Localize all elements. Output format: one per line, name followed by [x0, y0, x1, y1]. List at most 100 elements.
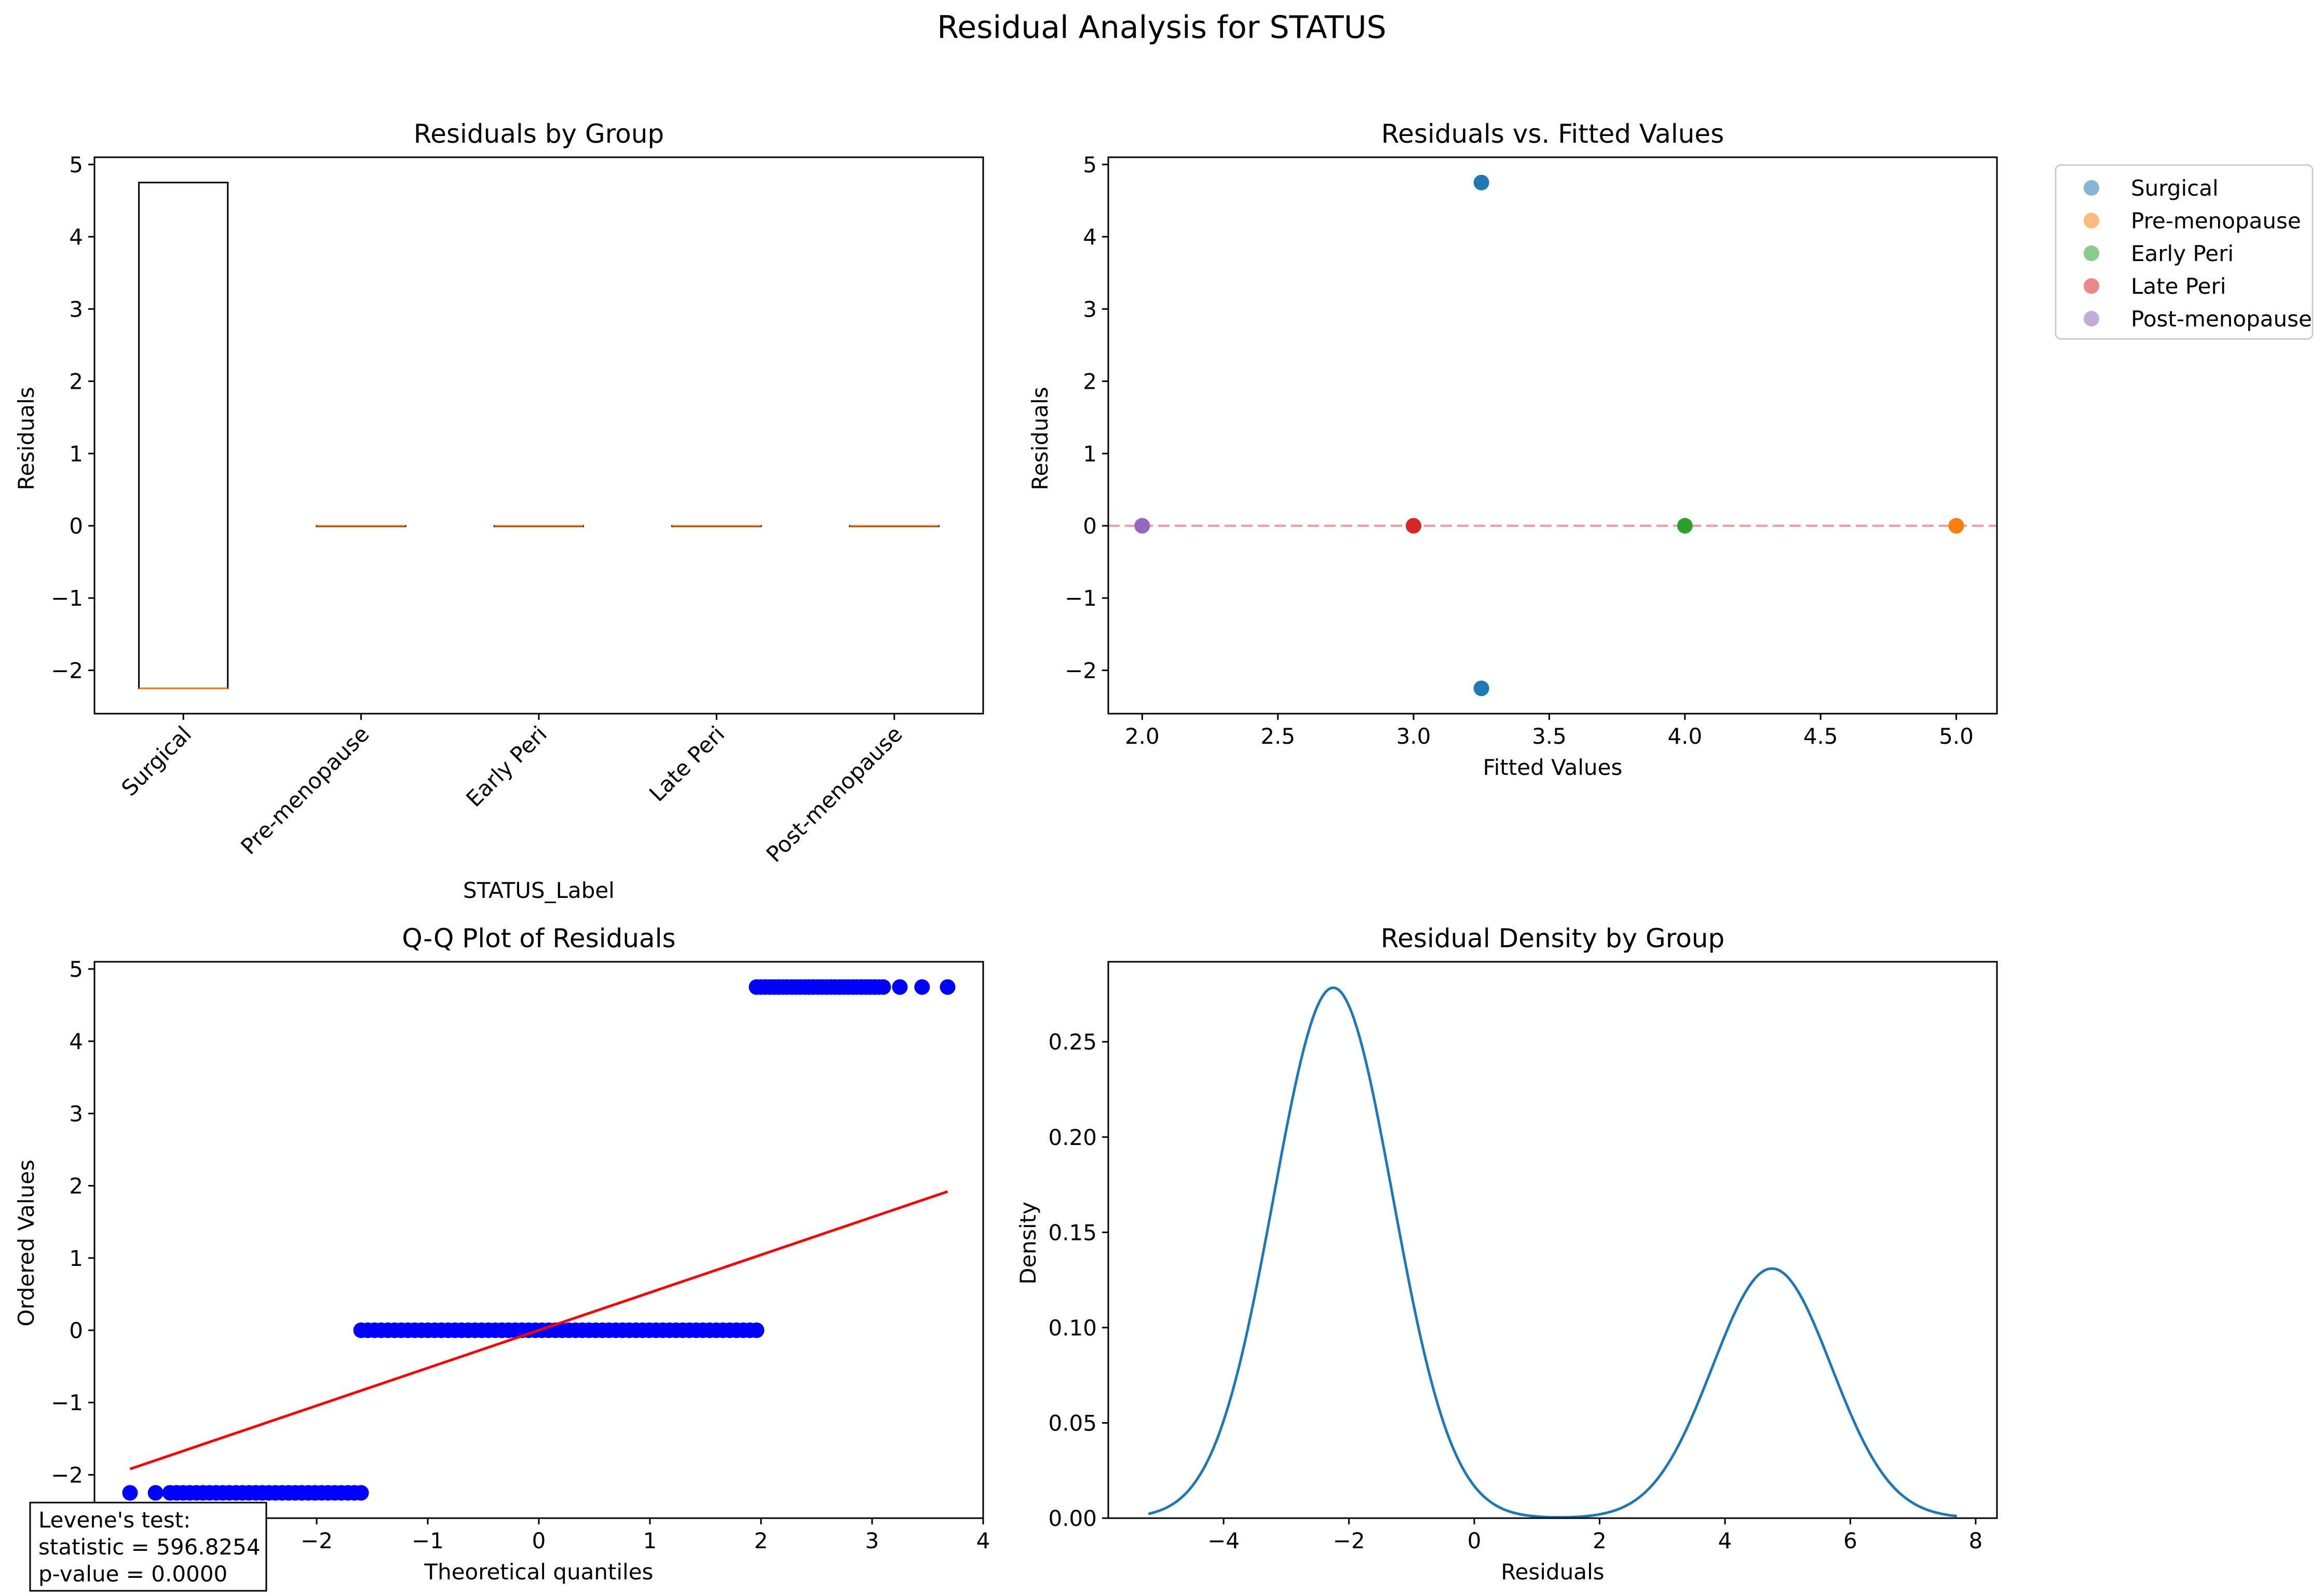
panel-qq-plot: Q-Q Plot of Residuals Theoretical quanti…: [13, 923, 990, 1592]
y-tick-label: 0: [69, 513, 83, 539]
qq-point: [353, 1485, 369, 1501]
y-tick-label: −2: [51, 658, 83, 683]
x-tick-label: 3.0: [1396, 724, 1431, 749]
x-tick-label: 3: [865, 1528, 879, 1553]
point-post-menopause-1: [1134, 518, 1150, 534]
y-tick-label: 0.00: [1048, 1506, 1097, 1531]
x-tick-label: 2.5: [1260, 724, 1295, 749]
y-tick-label: −2: [51, 1462, 83, 1488]
panel-title: Residuals by Group: [414, 119, 664, 149]
point-surgical-1: [1473, 174, 1489, 190]
x-tick-label: 4: [1718, 1528, 1732, 1553]
x-tick-label: −2: [301, 1528, 333, 1553]
figure-title: Residual Analysis for STATUS: [937, 9, 1386, 46]
axes-frame: [1107, 156, 1998, 715]
panel-residual-density: Residual Density by Group Residuals Dens…: [1015, 923, 1998, 1585]
axes-frame: [1107, 961, 1998, 1519]
x-tick-label: 2.0: [1125, 724, 1160, 749]
qq-point: [892, 979, 908, 995]
y-tick-label: 3: [69, 1101, 83, 1126]
y-tick-label: 1: [69, 441, 83, 467]
x-tick-label: 1: [643, 1528, 657, 1553]
y-tick-label: 2: [69, 369, 83, 394]
x-tick-label: −1: [412, 1528, 444, 1553]
qq-point: [147, 1485, 164, 1501]
y-tick-label: 0.15: [1048, 1220, 1097, 1245]
y-tick-label: −1: [51, 1390, 83, 1415]
legend-label-early-peri: Early Peri: [2131, 241, 2234, 266]
x-tick-label: 2: [1593, 1528, 1607, 1553]
x-tick-label: −2: [1333, 1528, 1365, 1553]
y-tick-label: 5: [69, 957, 83, 982]
qq-fit-line: [129, 1190, 948, 1470]
x-tick-label: 0: [1467, 1528, 1482, 1553]
x-tick-label: 4: [976, 1528, 990, 1553]
y-tick-label: 4: [1083, 224, 1097, 250]
x-tick-label: 3.5: [1532, 724, 1567, 749]
qq-point: [914, 979, 930, 995]
y-tick-label: 2: [1083, 369, 1097, 394]
qq-point: [940, 979, 956, 995]
density-curve: [1148, 986, 1957, 1519]
x-tick-label: 6: [1843, 1528, 1857, 1553]
levene-test-box: Levene's test: statistic = 596.8254 p-va…: [29, 1502, 267, 1592]
point-surgical-2: [1473, 680, 1489, 697]
y-axis-label: Ordered Values: [13, 1160, 39, 1327]
legend-label-surgical: Surgical: [2131, 175, 2219, 201]
x-tick-label: 5.0: [1939, 724, 1974, 749]
panel-title: Residuals vs. Fitted Values: [1381, 119, 1724, 149]
y-tick-label: 0.10: [1048, 1315, 1097, 1341]
x-tick-label: −4: [1207, 1528, 1240, 1553]
x-tick-label: 2: [754, 1528, 768, 1553]
x-tick-label: 4.0: [1667, 724, 1702, 749]
y-axis-label: Residuals: [13, 387, 39, 490]
x-tick-label: 0: [532, 1528, 546, 1553]
legend-label-post-menopause: Post-menopause: [2131, 306, 2312, 332]
y-tick-label: 4: [69, 1029, 83, 1054]
qq-point: [749, 1322, 765, 1339]
x-tick-label: 4.5: [1803, 724, 1838, 749]
qq-point: [875, 979, 891, 995]
legend-marker-early-peri: [2084, 245, 2099, 261]
y-axis-label: Density: [1015, 1202, 1041, 1285]
plot-area: −2 −1 0 1 2 3 4 5 −2 −1 0 1 2 3 4: [51, 957, 990, 1553]
levene-line-2: statistic = 596.8254: [38, 1534, 261, 1560]
y-tick-label: 3: [1083, 296, 1097, 322]
x-axis-label: Theoretical quantiles: [424, 1559, 653, 1585]
y-tick-label: 1: [1083, 441, 1097, 467]
plot-area: 0.00 0.05 0.10 0.15 0.20 0.25 −4 −2 0 2 4 6 8: [1048, 961, 1998, 1553]
panel-title: Residual Density by Group: [1381, 923, 1724, 953]
y-tick-label: −1: [51, 585, 83, 611]
legend-frame: [2055, 164, 2314, 340]
panel-residuals-vs-fitted: Residuals vs. Fitted Values Fitted Value…: [1027, 119, 2314, 780]
y-tick-label: −2: [1065, 658, 1097, 683]
y-tick-label: 5: [69, 152, 83, 178]
y-tick-label: 3: [69, 296, 83, 322]
legend-marker-surgical: [2084, 180, 2099, 196]
x-tick-label: 8: [1969, 1528, 1983, 1553]
y-tick-label: 5: [1083, 152, 1097, 178]
y-tick-label: 4: [69, 224, 83, 250]
point-late-peri-1: [1406, 518, 1422, 534]
legend-marker-late-peri: [2084, 278, 2099, 294]
legend: Surgical Pre-menopause Early Peri Late Peri…: [2055, 164, 2314, 340]
y-tick-label: 0.25: [1048, 1029, 1097, 1055]
levene-box-frame: [29, 1502, 267, 1592]
legend-marker-post-menopause: [2084, 311, 2099, 326]
y-tick-label: 1: [69, 1246, 83, 1271]
y-axis-label: Residuals: [1027, 387, 1053, 490]
y-tick-label: 0: [69, 1318, 83, 1343]
x-axis-label: Residuals: [1501, 1559, 1604, 1585]
x-axis-label: STATUS_Label: [463, 878, 615, 903]
y-tick-label: −1: [1065, 585, 1097, 611]
y-tick-label: 2: [69, 1174, 83, 1199]
point-pre-menopause-1: [1948, 518, 1964, 534]
legend-label-late-peri: Late Peri: [2131, 274, 2226, 299]
y-tick-label: 0.05: [1048, 1410, 1097, 1436]
point-early-peri-1: [1677, 518, 1693, 534]
legend-marker-pre-menopause: [2084, 213, 2099, 228]
levene-line-3: p-value = 0.0000: [38, 1561, 227, 1587]
qq-point: [122, 1485, 138, 1501]
